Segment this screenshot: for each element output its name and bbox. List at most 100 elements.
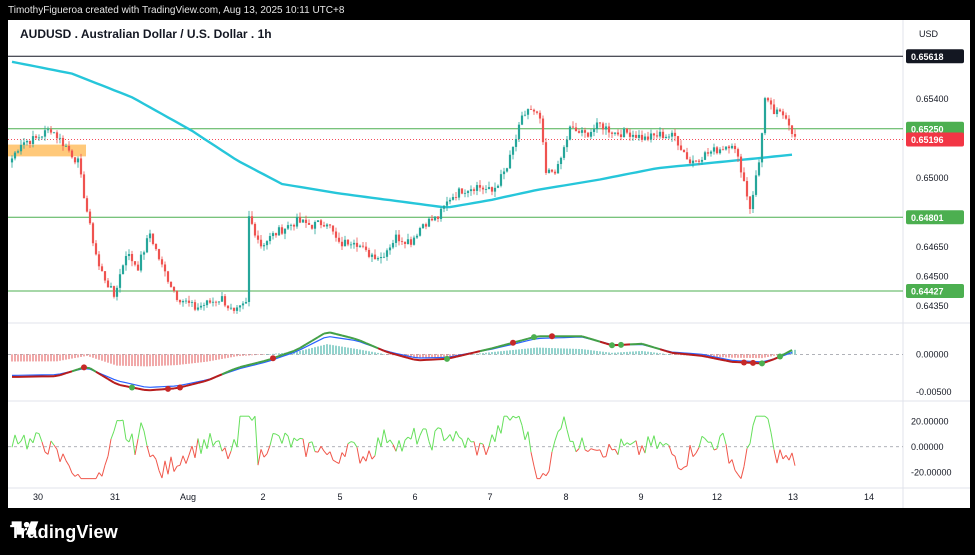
candle-body[interactable] [721,149,725,151]
candle-body[interactable] [469,189,473,192]
candle-body[interactable] [634,134,638,138]
candle-body[interactable] [49,129,53,133]
candle-body[interactable] [409,239,413,245]
candle-body[interactable] [505,168,509,172]
candle-body[interactable] [517,124,521,140]
candle-body[interactable] [334,231,338,238]
candle-body[interactable] [541,118,545,143]
candle-body[interactable] [586,132,590,137]
candle-body[interactable] [166,271,170,282]
candle-body[interactable] [526,109,530,115]
candle-body[interactable] [763,98,767,134]
candle-body[interactable] [451,197,455,200]
candle-body[interactable] [595,122,599,130]
cross-down-dot[interactable] [549,333,555,340]
cross-up-dot[interactable] [618,341,624,348]
candle-body[interactable] [709,151,713,154]
candle-body[interactable] [310,224,314,229]
candle-body[interactable] [271,233,275,237]
candle-body[interactable] [622,128,626,137]
candle-body[interactable] [757,162,761,176]
candle-body[interactable] [676,136,680,146]
candle-body[interactable] [508,154,512,169]
candle-body[interactable] [286,225,290,229]
candle-body[interactable] [607,126,611,133]
candle-body[interactable] [154,243,158,250]
cross-down-dot[interactable] [741,359,747,366]
candle-body[interactable] [277,227,281,236]
candle-body[interactable] [655,135,659,137]
candle-body[interactable] [490,187,494,192]
candle-body[interactable] [172,286,176,291]
candle-body[interactable] [175,290,179,300]
candle-body[interactable] [481,187,485,190]
candle-body[interactable] [427,218,431,227]
candle-body[interactable] [157,249,161,260]
candle-body[interactable] [64,146,68,147]
candle-body[interactable] [106,280,110,288]
candle-body[interactable] [52,132,56,134]
candle-body[interactable] [538,112,542,119]
candle-body[interactable] [568,126,572,140]
candle-body[interactable] [628,132,632,137]
candle-body[interactable] [139,254,143,271]
candle-body[interactable] [292,224,296,227]
candle-body[interactable] [352,242,356,245]
candle-body[interactable] [664,136,668,138]
candle-body[interactable] [748,196,752,210]
candle-body[interactable] [535,111,539,113]
candle-body[interactable] [46,129,50,131]
candle-body[interactable] [13,152,17,159]
candle-body[interactable] [232,307,236,311]
candle-body[interactable] [529,109,533,110]
candle-body[interactable] [142,252,146,255]
cross-down-dot[interactable] [270,355,276,362]
candle-body[interactable] [211,301,215,303]
candle-body[interactable] [553,171,557,174]
candle-body[interactable] [328,224,332,226]
candle-body[interactable] [241,303,245,306]
cross-down-dot[interactable] [165,385,171,392]
candle-body[interactable] [706,152,710,154]
candle-body[interactable] [181,301,185,303]
cross-down-dot[interactable] [750,359,756,366]
candle-body[interactable] [454,197,458,198]
candle-body[interactable] [523,114,527,116]
candle-body[interactable] [253,223,257,236]
candle-body[interactable] [637,134,641,138]
candle-body[interactable] [688,159,692,164]
candle-body[interactable] [616,132,620,135]
candle-body[interactable] [556,164,560,174]
candle-body[interactable] [631,134,635,137]
candle-body[interactable] [79,158,83,175]
candle-body[interactable] [160,259,164,265]
candle-body[interactable] [559,157,563,165]
candle-body[interactable] [751,194,755,210]
candle-body[interactable] [640,134,644,140]
candle-body[interactable] [436,216,440,219]
candle-body[interactable] [376,258,380,260]
candle-body[interactable] [769,100,773,105]
candle-body[interactable] [736,149,740,157]
candle-body[interactable] [439,208,443,219]
candle-body[interactable] [34,136,38,138]
candle-body[interactable] [460,188,464,194]
candle-body[interactable] [313,221,317,229]
candle-body[interactable] [304,219,308,224]
candle-body[interactable] [784,115,788,119]
candle-body[interactable] [169,281,173,287]
candle-body[interactable] [457,188,461,198]
candle-body[interactable] [793,134,797,137]
cross-up-dot[interactable] [777,353,783,360]
candle-body[interactable] [697,160,701,162]
candle-body[interactable] [16,151,20,153]
candle-body[interactable] [499,174,503,186]
candle-body[interactable] [772,104,776,115]
candle-body[interactable] [475,185,479,191]
candle-body[interactable] [604,126,608,130]
candle-body[interactable] [367,249,371,257]
candle-body[interactable] [94,243,98,255]
candle-body[interactable] [25,140,29,143]
candle-body[interactable] [373,254,377,260]
candle-body[interactable] [418,228,422,236]
